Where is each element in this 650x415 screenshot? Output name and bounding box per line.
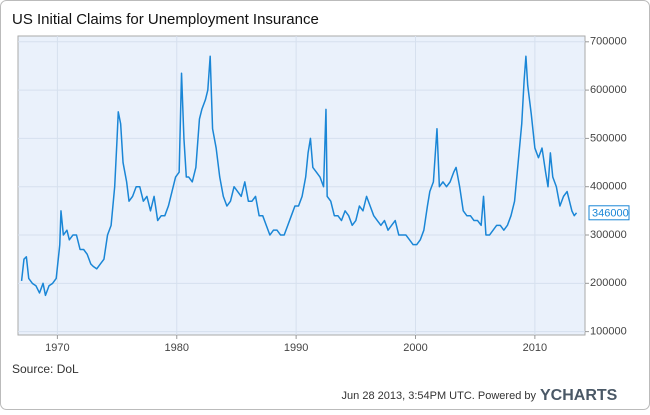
plot-area [17,35,586,336]
x-tick-label: 1980 [165,342,189,354]
logo[interactable]: YCHARTS [540,387,618,404]
x-tick-label: 2010 [523,342,547,354]
y-tick-label: 100000 [590,326,627,338]
y-tick-label: 700000 [590,36,627,48]
x-tick-label: 1990 [284,342,308,354]
footer: Jun 28 2013, 3:54PM UTC. Powered by [342,390,537,402]
y-tick-label: 200000 [590,277,627,289]
y-tick-label: 500000 [590,132,627,144]
source: Source: DoL [12,362,79,376]
y-tick-label: 400000 [590,181,627,193]
chart-title: US Initial Claims for Unemployment Insur… [12,11,319,28]
line-series [20,55,578,297]
current-value-label: 346000 [592,208,629,220]
y-tick-label: 300000 [590,229,627,241]
current-value-box [588,205,630,221]
y-tick-label: 600000 [590,84,627,96]
x-tick-label: 2000 [403,342,427,354]
x-tick-label: 1970 [45,342,69,354]
